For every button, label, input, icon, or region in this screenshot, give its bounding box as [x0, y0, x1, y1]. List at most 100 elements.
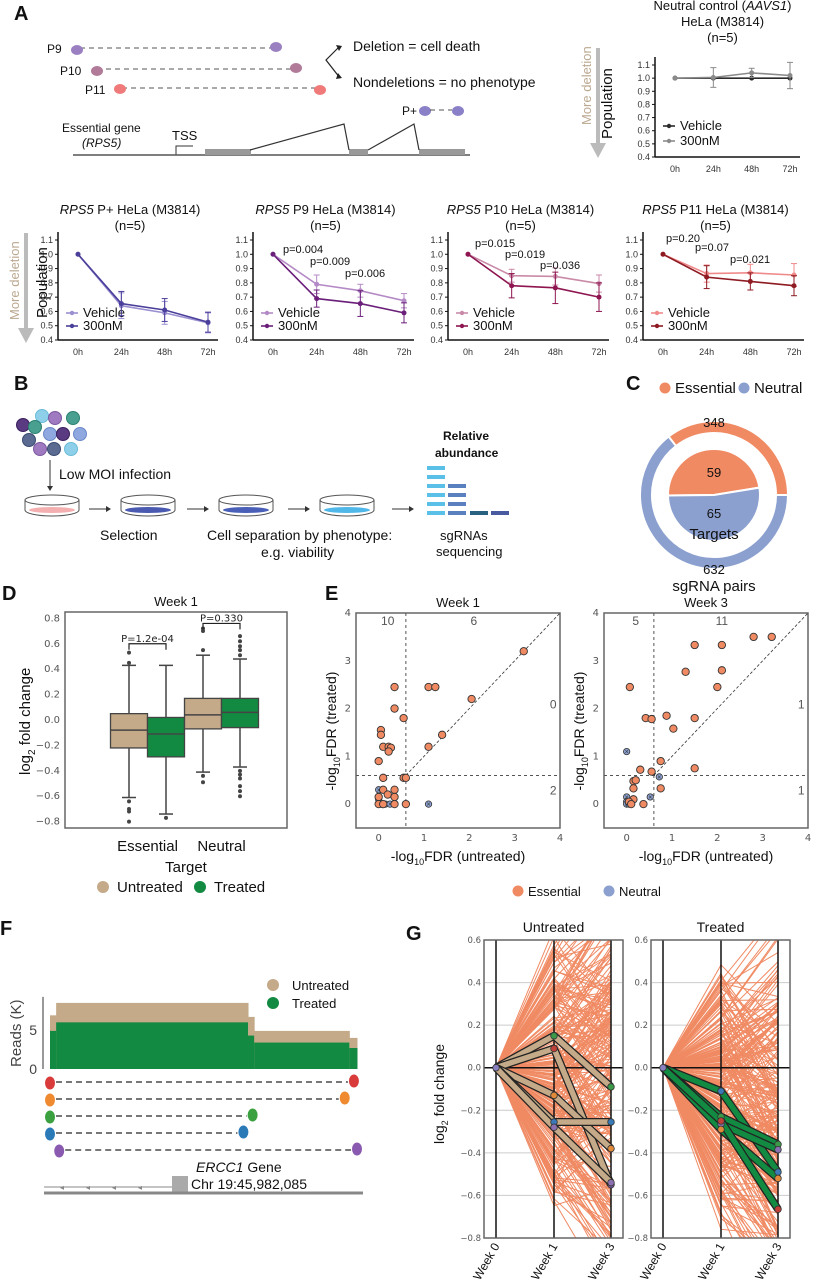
intron-2 — [367, 123, 420, 151]
label-subscript: 10 — [580, 757, 590, 767]
p-value-bracket — [202, 622, 241, 630]
chart-title: Week 1 — [154, 594, 198, 609]
inner-ring-label: Targets — [689, 526, 738, 543]
trajectory-point-week3 — [607, 1178, 615, 1187]
essential-point — [767, 632, 776, 642]
trajectory-point-week3 — [607, 1118, 615, 1126]
y-tick-label: 0.6 — [467, 936, 481, 946]
chart-aavs1-control: 0.4 0.5 0.6 0.7 0.8 0.9 1.0 1.1 0h 24h 48h 72h Neutr… — [599, 0, 800, 174]
title-gene: AAVS1 — [745, 0, 787, 13]
p-value-label: p=0.021 — [730, 254, 770, 266]
x-tick-label: 1 — [421, 833, 427, 844]
legend-label: Essential — [528, 884, 581, 899]
outer-value-neutral: 632 — [703, 562, 725, 577]
p-value-label: p=0.015 — [475, 238, 515, 250]
abundance-bar — [448, 493, 466, 497]
chart-rps5-pplus: 0.4 0.5 0.6 0.7 0.8 0.9 1.0 1.1 0h 24h 48h 72h RPS5 … — [34, 202, 218, 357]
y-tick-label: 3 — [593, 656, 599, 667]
data-point — [660, 251, 666, 257]
chart-title-line2: (n=5) — [505, 218, 536, 233]
cell-icon — [28, 420, 42, 434]
data-point — [596, 294, 602, 300]
treated-area-segment — [254, 1042, 350, 1069]
label-part: FDR (untreated) — [672, 848, 773, 864]
y-tick-label: 0.9 — [235, 264, 248, 274]
arrowhead-icon — [18, 328, 34, 343]
x-tick-label: Week 3 — [752, 1240, 785, 1280]
legend-marker — [654, 323, 660, 329]
essential-point — [437, 730, 447, 739]
sgrna-icon — [314, 85, 326, 95]
legend-marker — [69, 323, 75, 329]
trajectory-point-week1 — [717, 1087, 725, 1095]
quadrant-count-right-upper: 0 — [550, 698, 557, 712]
chart-title: Untreated — [523, 919, 584, 935]
neutral-x-marker-icon: × — [648, 794, 652, 801]
cell-icon — [47, 442, 61, 456]
x-tick-label: 4 — [805, 833, 811, 844]
dish-1 — [24, 494, 80, 517]
y-tick-label: 3 — [345, 656, 351, 667]
arrowhead-icon — [47, 486, 53, 491]
p-value-label: P=0.330 — [200, 613, 243, 624]
y-tick-label: 0.7 — [637, 113, 650, 123]
exon-1 — [205, 149, 251, 155]
essential-point — [656, 784, 665, 793]
essential-point — [390, 704, 399, 713]
essential-point — [625, 682, 634, 692]
y-tick-label: 0.5 — [235, 321, 248, 331]
y-tick-label: 0 — [29, 1061, 37, 1077]
y-tick-label: 0.9 — [625, 264, 638, 274]
chart-d-boxplot: Week 1 −0.8 −0.6 −0.4 −0.2 0.0 0.2 0.4 0.6 0.8 log… — [17, 594, 288, 896]
y-tick-label: 0.8 — [430, 278, 443, 288]
y-axis-label: Population — [599, 68, 616, 139]
x-tick-label: 72h — [591, 347, 606, 357]
essential-point — [690, 640, 699, 650]
essential-point — [376, 730, 386, 739]
y-tick-label: 0.4 — [235, 335, 248, 345]
diagonal-line — [653, 612, 809, 776]
y-tick-label: 0.6 — [625, 306, 638, 316]
y-tick-label: 0 — [593, 799, 599, 810]
label-part: fold change — [17, 668, 34, 750]
y-tick-label: 0.8 — [40, 278, 53, 288]
essential-point — [384, 747, 393, 756]
essential-point — [390, 785, 399, 794]
chart-title-line2: (n=5) — [700, 218, 731, 233]
sgrna-icon — [54, 1144, 65, 1158]
y-tick-label: 0.0 — [634, 1064, 648, 1074]
x-tick-label: 24h — [309, 347, 324, 357]
abundance-bar — [491, 511, 509, 515]
essential-point — [647, 714, 656, 724]
inner-value-essential: 59 — [707, 465, 721, 480]
dish-3 — [218, 494, 274, 517]
essential-point — [749, 632, 758, 642]
trajectory-point-week3 — [774, 1145, 782, 1154]
essential-point — [656, 756, 665, 766]
x-tick-label: 0h — [670, 164, 680, 174]
legend-label: 300nM — [278, 318, 318, 333]
y-tick-label: 0.2 — [467, 1021, 481, 1031]
essential-point — [424, 742, 433, 751]
strand-arrow-icon: ◂ — [112, 1183, 116, 1192]
essential-point — [631, 776, 640, 785]
x-tick-label: 24h — [706, 164, 721, 174]
treated-area-segment — [50, 1030, 57, 1069]
x-tick-label: 0h — [268, 347, 278, 357]
y-tick-label: 0.8 — [637, 99, 650, 109]
sgrna-icon — [270, 42, 282, 52]
quadrant-count-top-left: 10 — [381, 614, 395, 628]
title-text: P10 HeLa (M3814) — [481, 202, 594, 217]
y-tick-label: 1.1 — [235, 235, 248, 245]
essential-point — [647, 767, 656, 776]
neutral-point — [424, 800, 433, 808]
x-tick-label: Week 0 — [637, 1240, 670, 1280]
panel-letter-c: C — [626, 373, 640, 395]
y-tick-label: 0.8 — [625, 278, 638, 288]
series-line-vehicle — [272, 253, 405, 302]
y-tick-label: 4 — [593, 608, 599, 619]
legend-marker — [603, 885, 615, 897]
outlier-point — [238, 648, 242, 653]
more-deletion-label: More deletion — [7, 241, 22, 320]
x-tick-label: 0h — [73, 347, 83, 357]
